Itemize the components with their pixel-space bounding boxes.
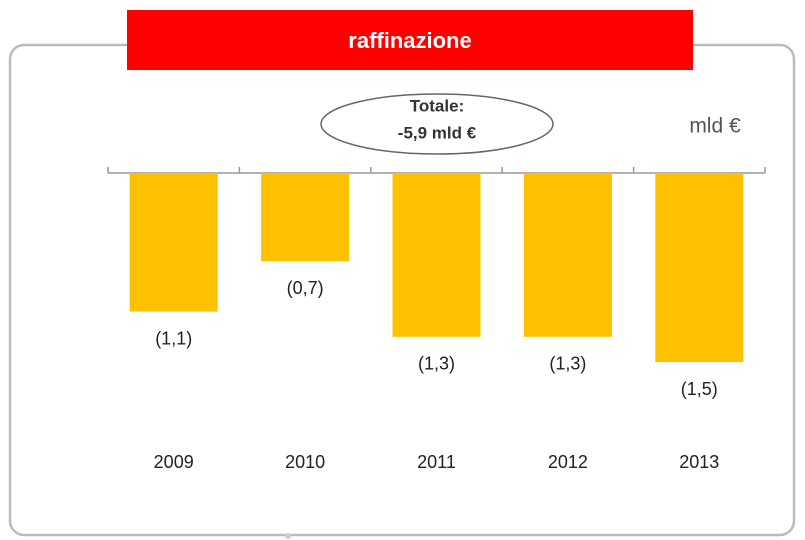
annotation: -5,9 mld € (398, 123, 477, 142)
bar (129, 173, 218, 312)
x-tick-label: 2009 (154, 452, 194, 472)
value-label: (1,5) (681, 379, 718, 399)
value-label: (0,7) (287, 278, 324, 298)
x-tick-label: 2010 (285, 452, 325, 472)
x-tick-label: 2012 (548, 452, 588, 472)
unit-label: mld € (689, 115, 741, 138)
total-ellipse (320, 93, 554, 155)
value-label: (1,1) (155, 328, 192, 348)
value-label: (1,3) (549, 354, 586, 374)
value-label: (1,3) (418, 354, 455, 374)
title-banner (127, 10, 693, 70)
x-tick-label: 2013 (679, 452, 719, 472)
annotation: Totale: (410, 96, 464, 115)
bar (655, 173, 744, 362)
chart-title: raffinazione (348, 28, 471, 53)
bar (261, 173, 350, 262)
dot (285, 533, 291, 539)
bar (392, 173, 481, 337)
bar (523, 173, 612, 337)
x-tick-label: 2011 (417, 452, 456, 472)
